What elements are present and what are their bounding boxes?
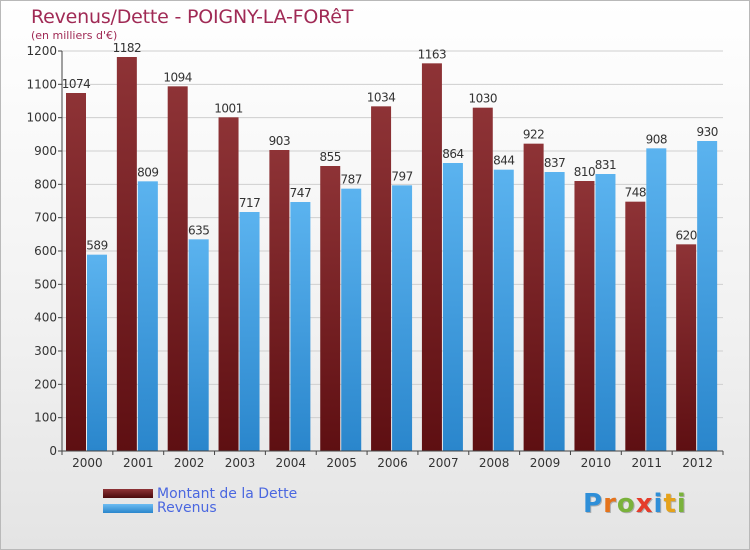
proxiti-logo: Proxiti [583,489,687,519]
bar-revenue [188,239,209,451]
y-tick-label: 1100 [26,77,57,91]
y-tick-label: 400 [34,311,57,325]
bar-revenue [442,163,463,451]
data-labels: 1074 589 1182 809 1094 635 1001 717 903 747 855787… [62,41,719,253]
data-label-revenue: 589 [86,239,107,253]
data-label-debt: 1074 [62,77,91,91]
x-tick-label: 2000 [72,456,103,470]
y-tick-label: 600 [34,244,57,258]
chart-title: Revenus/Dette - POIGNY-LA-FORêT [31,6,354,28]
bar-debt [371,106,392,451]
x-tick-label: 2007 [428,456,459,470]
data-label-revenue: 797 [391,169,412,183]
data-label-revenue: 747 [290,186,311,200]
bar-debt [574,181,595,451]
bar-debt [320,166,341,451]
bar-debt [676,244,697,451]
data-label-debt: 1030 [468,92,497,106]
y-tick-label: 900 [34,144,57,158]
x-tick-label: 2008 [479,456,510,470]
chart-subtitle: (en milliers d'€) [31,29,118,42]
data-label-revenue: 908 [646,132,667,146]
data-label-revenue: 787 [341,173,362,187]
data-label-revenue: 809 [137,165,158,179]
data-label-revenue: 837 [544,156,565,170]
x-axis-ticks: 2000 2001 2002 2003 2004 2005 2006 2007 2008 2009… [61,451,724,470]
data-label-debt: 620 [675,228,696,242]
data-label-debt: 903 [269,134,290,148]
y-tick-label: 500 [34,277,57,291]
bar-debt [472,107,493,452]
y-tick-label: 800 [34,177,57,191]
x-tick-label: 2001 [123,456,154,470]
data-label-debt: 1094 [163,70,192,84]
bar-revenue [544,172,565,451]
bar-debt [167,86,188,451]
data-label-debt: 810 [574,165,595,179]
data-label-debt: 1034 [367,90,396,104]
legend-swatch-debt [103,489,153,498]
bar-revenue [239,212,260,451]
y-axis-ticks: 0 100 200 300 400 500 600 700 800 900 1000 1100 1200 [26,44,62,458]
data-label-revenue: 717 [239,196,260,210]
bar-revenue [137,181,158,452]
x-tick-label: 2006 [377,456,408,470]
bar-debt [66,93,86,451]
bar-debt [625,201,646,451]
legend-label-revenue: Revenus [157,500,217,516]
bar-debt [421,63,442,451]
bar-revenue [646,148,667,452]
y-tick-label: 1000 [26,111,57,125]
bar-revenue [290,202,311,451]
bar-debt [116,57,137,451]
data-label-revenue: 864 [442,147,463,161]
data-label-debt: 855 [320,150,341,164]
legend-swatch-revenue [103,504,153,513]
data-label-debt: 1182 [113,41,142,55]
y-tick-label: 300 [34,344,57,358]
bar-revenue [595,174,616,451]
data-label-debt: 922 [523,128,544,142]
x-tick-label: 2004 [276,456,307,470]
y-tick-label: 100 [34,411,57,425]
bar-debt [269,150,290,451]
data-label-revenue: 635 [188,223,209,237]
y-tick-label: 1200 [26,44,57,58]
bar-debt [523,143,544,451]
x-tick-label: 2009 [530,456,561,470]
bar-revenue [493,169,514,451]
bars [66,57,718,452]
bar-revenue [697,141,718,451]
legend-label-debt: Montant de la Dette [157,486,298,502]
bar-revenue [341,188,362,451]
data-label-debt: 1001 [214,101,243,115]
bar-revenue [87,254,107,451]
data-label-revenue: 831 [595,158,616,172]
x-tick-label: 2002 [174,456,205,470]
x-tick-label: 2010 [581,456,612,470]
x-tick-label: 2011 [631,456,662,470]
x-tick-label: 2003 [225,456,256,470]
data-label-debt: 748 [625,186,646,200]
x-tick-label: 2012 [682,456,713,470]
y-tick-label: 700 [34,211,57,225]
bar-debt [218,117,239,451]
data-label-revenue: 844 [493,154,514,168]
y-tick-label: 0 [49,444,57,458]
bar-revenue [392,185,413,452]
data-label-revenue: 930 [696,125,717,139]
x-tick-label: 2005 [326,456,357,470]
data-label-debt: 1163 [418,47,447,61]
y-tick-label: 200 [34,377,57,391]
